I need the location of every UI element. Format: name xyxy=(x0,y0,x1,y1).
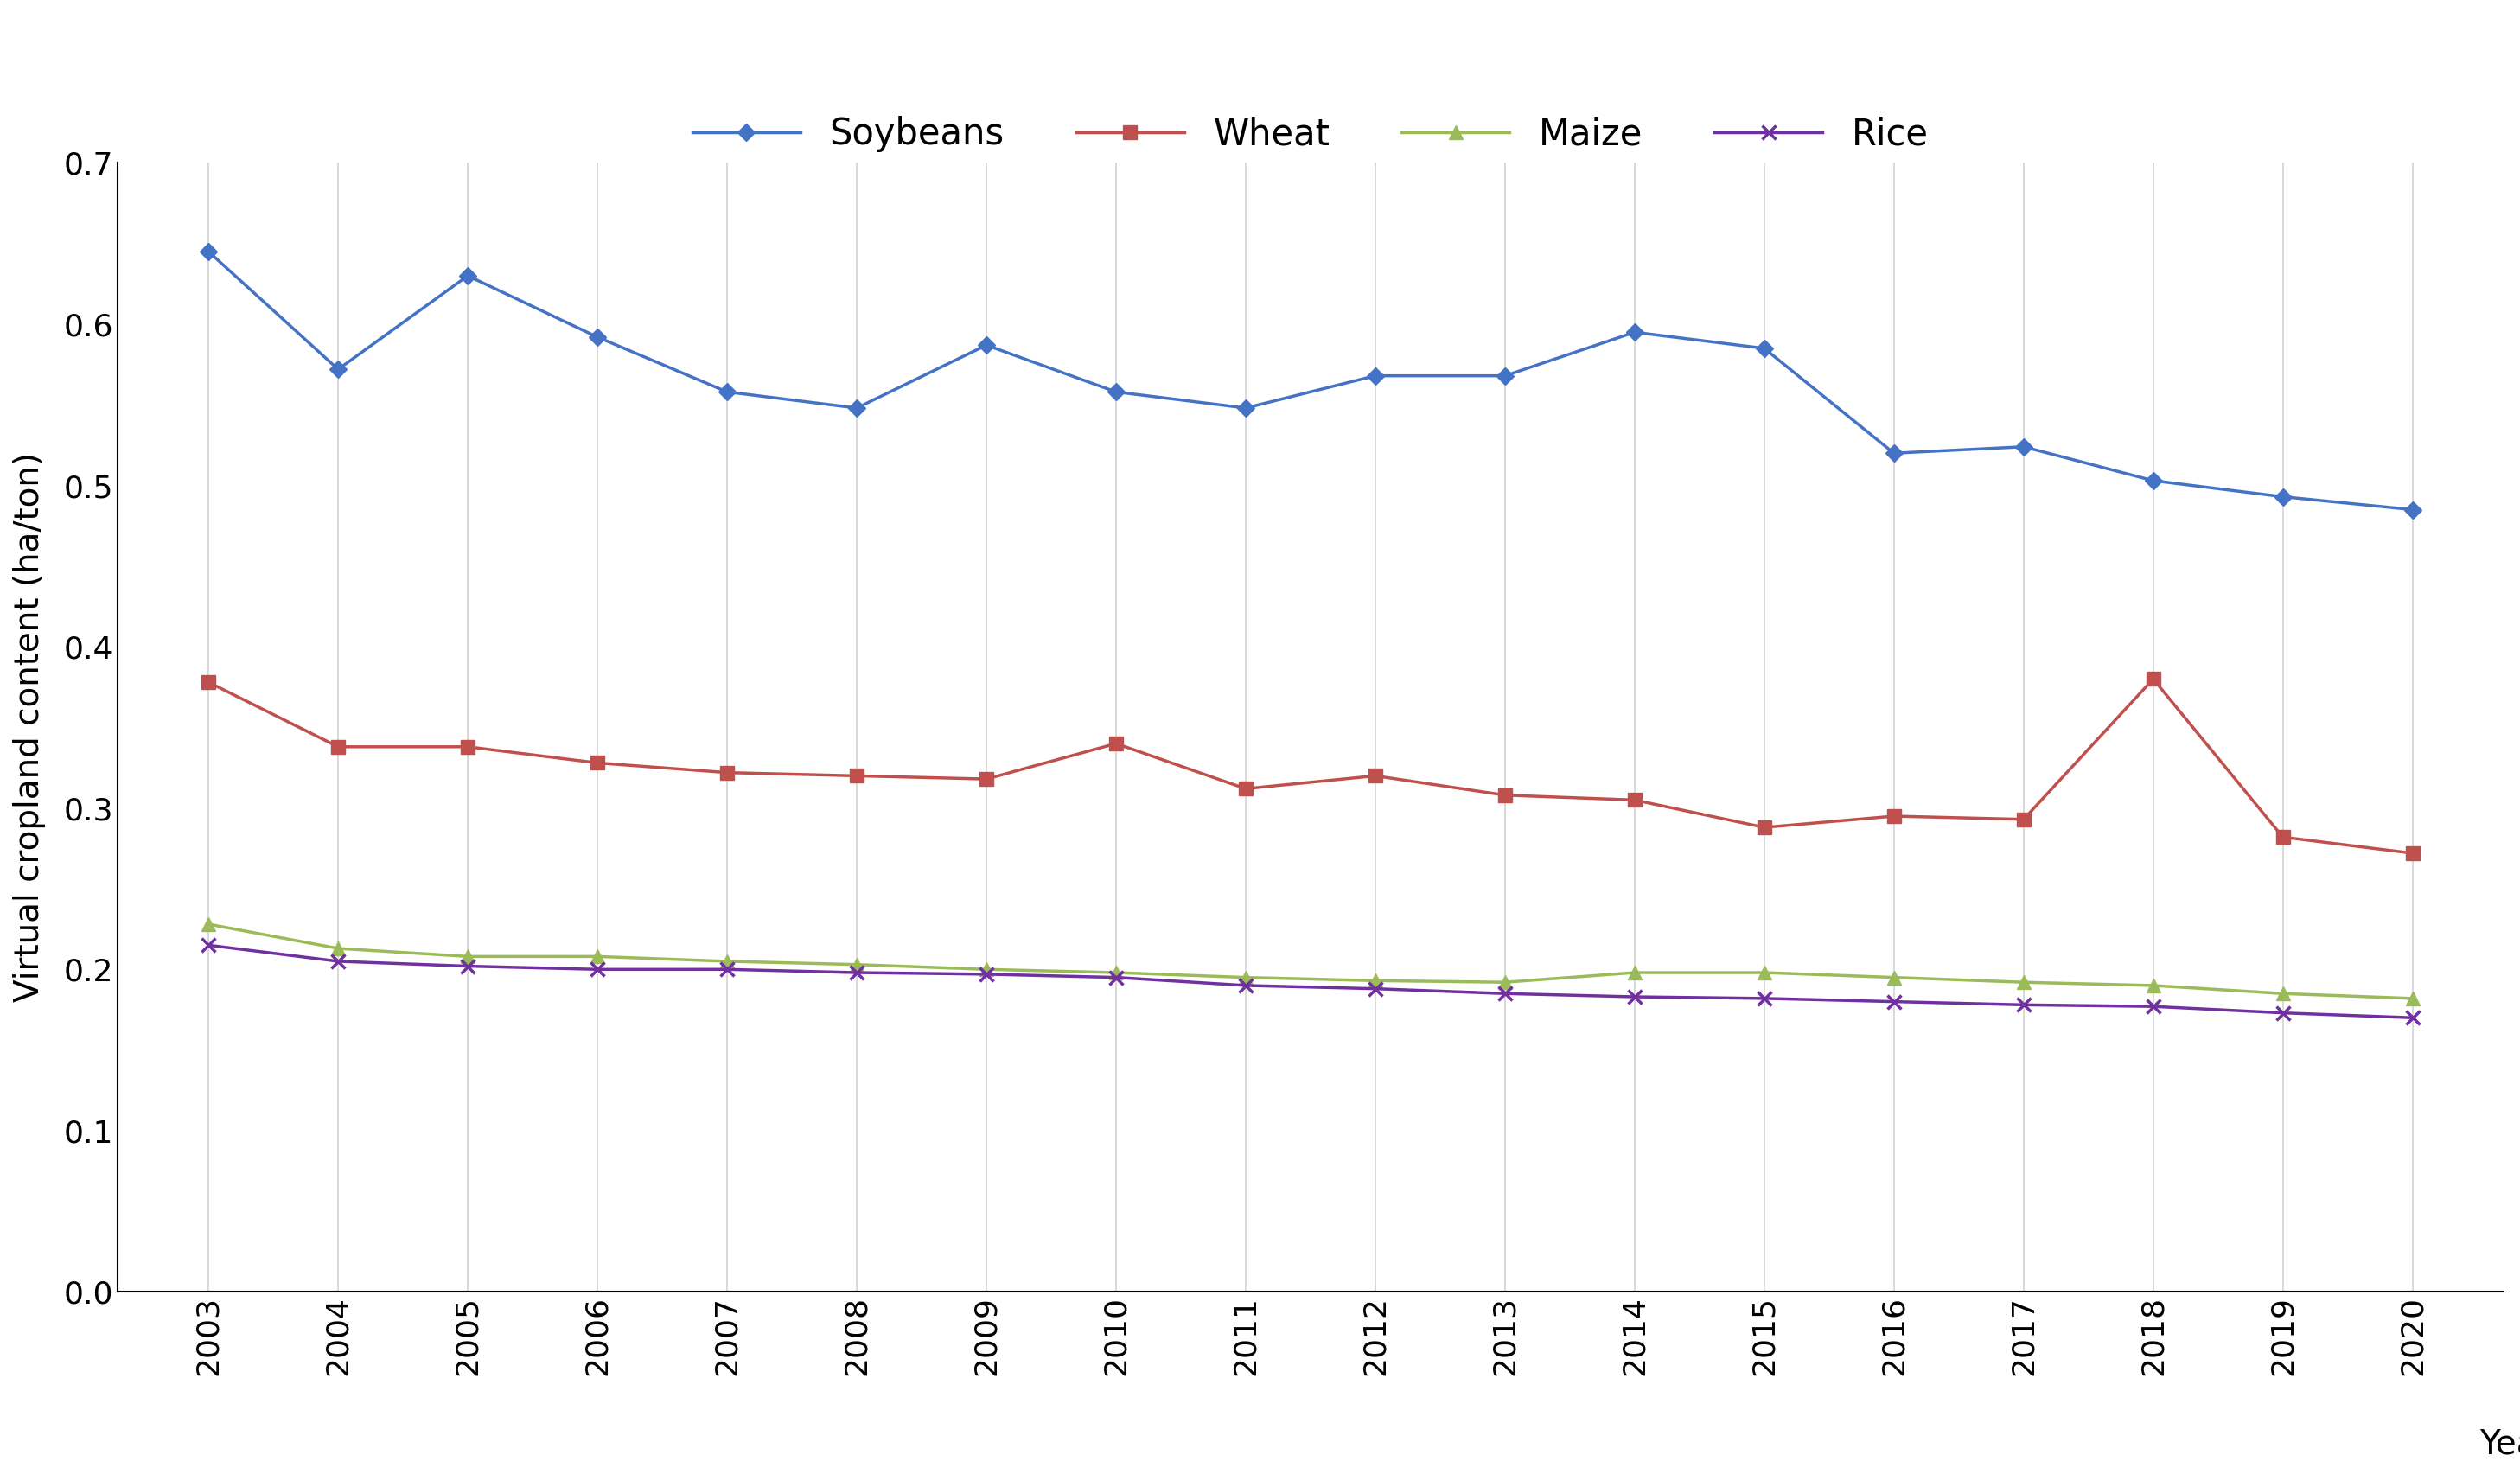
Maize xyxy=(1361,971,1391,989)
Maize xyxy=(194,915,224,933)
Rice xyxy=(713,961,743,979)
Soybeans xyxy=(2397,501,2427,519)
Maize xyxy=(323,939,353,957)
Wheat xyxy=(842,766,872,784)
Rice xyxy=(2268,1004,2298,1021)
Rice xyxy=(1361,980,1391,998)
Rice xyxy=(194,936,224,954)
Maize xyxy=(970,961,1000,979)
Wheat xyxy=(194,674,224,691)
Soybeans xyxy=(842,399,872,417)
Rice xyxy=(2008,996,2039,1014)
Soybeans xyxy=(2137,472,2167,489)
Soybeans xyxy=(1620,323,1651,340)
Soybeans xyxy=(1749,339,1779,357)
Line: Wheat: Wheat xyxy=(202,672,2419,859)
Soybeans xyxy=(1230,399,1260,417)
Rice xyxy=(1101,968,1131,986)
Soybeans xyxy=(2268,488,2298,506)
Soybeans xyxy=(713,383,743,401)
X-axis label: Year: Year xyxy=(2480,1427,2520,1461)
Wheat xyxy=(1749,818,1779,836)
Soybeans xyxy=(970,336,1000,354)
Rice xyxy=(1749,989,1779,1007)
Soybeans xyxy=(454,267,484,284)
Rice xyxy=(1230,977,1260,995)
Wheat xyxy=(1101,734,1131,752)
Wheat xyxy=(454,738,484,756)
Wheat xyxy=(713,764,743,781)
Wheat xyxy=(582,755,612,772)
Maize xyxy=(582,948,612,965)
Rice xyxy=(842,964,872,982)
Wheat xyxy=(323,738,353,756)
Maize xyxy=(1101,964,1131,982)
Rice xyxy=(2137,998,2167,1016)
Wheat xyxy=(970,771,1000,789)
Rice xyxy=(970,965,1000,983)
Wheat xyxy=(1230,780,1260,797)
Line: Rice: Rice xyxy=(202,939,2419,1024)
Soybeans xyxy=(2008,438,2039,455)
Rice xyxy=(323,952,353,970)
Maize xyxy=(2397,989,2427,1007)
Rice xyxy=(1620,988,1651,1005)
Soybeans xyxy=(194,243,224,261)
Maize xyxy=(1489,973,1520,991)
Wheat xyxy=(2268,828,2298,846)
Rice xyxy=(1880,993,1910,1011)
Maize xyxy=(842,955,872,973)
Maize xyxy=(1230,968,1260,986)
Rice xyxy=(582,961,612,979)
Rice xyxy=(1489,985,1520,1002)
Line: Soybeans: Soybeans xyxy=(202,246,2419,516)
Maize xyxy=(2008,973,2039,991)
Rice xyxy=(2397,1008,2427,1026)
Soybeans xyxy=(323,361,353,379)
Soybeans xyxy=(1101,383,1131,401)
Wheat xyxy=(2008,811,2039,828)
Maize xyxy=(1880,968,1910,986)
Soybeans xyxy=(1361,367,1391,385)
Maize xyxy=(713,952,743,970)
Wheat xyxy=(2397,845,2427,862)
Wheat xyxy=(1880,808,1910,825)
Wheat xyxy=(1489,786,1520,803)
Legend: Soybeans, Wheat, Maize, Rice: Soybeans, Wheat, Maize, Rice xyxy=(678,102,1943,167)
Line: Maize: Maize xyxy=(202,918,2419,1005)
Soybeans xyxy=(582,329,612,346)
Wheat xyxy=(2137,671,2167,688)
Soybeans xyxy=(1880,444,1910,461)
Maize xyxy=(454,948,484,965)
Soybeans xyxy=(1489,367,1520,385)
Rice xyxy=(454,957,484,974)
Maize xyxy=(1620,964,1651,982)
Y-axis label: Virtual cropland content (ha/ton): Virtual cropland content (ha/ton) xyxy=(13,453,45,1002)
Maize xyxy=(1749,964,1779,982)
Maize xyxy=(2137,977,2167,995)
Wheat xyxy=(1620,792,1651,809)
Wheat xyxy=(1361,766,1391,784)
Maize xyxy=(2268,985,2298,1002)
